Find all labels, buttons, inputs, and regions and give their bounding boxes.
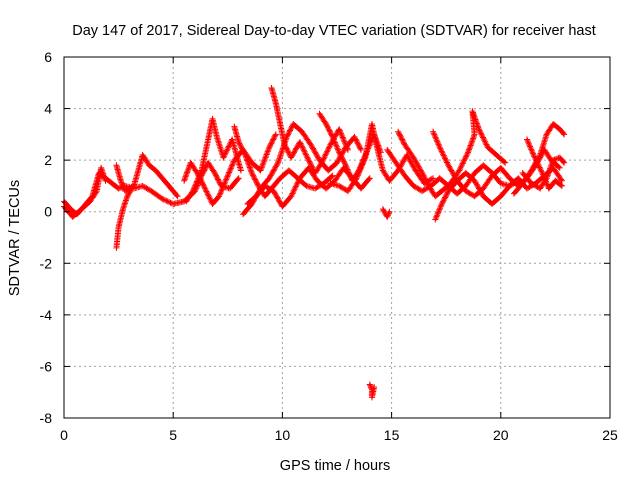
series-track-12 <box>327 121 437 195</box>
x-tick-label: 20 <box>493 427 509 443</box>
marker-trail <box>366 381 378 401</box>
y-tick-label: -2 <box>40 255 53 271</box>
x-tick-label: 15 <box>384 427 400 443</box>
x-tick-label: 10 <box>275 427 291 443</box>
x-tick-label: 0 <box>60 427 68 443</box>
series-track-13 <box>379 206 393 220</box>
marker-trail <box>379 206 393 220</box>
data-points <box>61 84 568 401</box>
series-track-16 <box>395 108 509 200</box>
grid <box>64 57 610 418</box>
y-tick-label: -4 <box>40 307 53 323</box>
series-track-4 <box>113 151 181 200</box>
series-track-6 <box>181 131 279 207</box>
series-track-14 <box>366 381 378 401</box>
x-tick-label: 25 <box>602 427 618 443</box>
series-track-19 <box>510 121 568 197</box>
marker-trail <box>113 185 135 251</box>
series-track-21 <box>524 136 565 192</box>
y-axis-label: SDTVAR / TECUs <box>7 180 23 296</box>
series-track-3 <box>113 185 135 251</box>
y-tick-label: 2 <box>44 152 52 168</box>
plot-frame <box>63 56 611 419</box>
y-tick-label: -6 <box>40 358 53 374</box>
axis-ticks: 0 5 10 15 20 25 -8 -6 -4 -2 0 2 4 6 <box>40 49 618 443</box>
chart-title: Day 147 of 2017, Sidereal Day-to-day VTE… <box>72 23 596 39</box>
x-axis-label: GPS time / hours <box>280 458 390 474</box>
y-tick-label: 0 <box>44 204 52 220</box>
marker-trail <box>113 151 181 200</box>
y-tick-label: -8 <box>40 410 53 426</box>
y-tick-label: 6 <box>44 49 52 65</box>
x-tick-label: 5 <box>169 427 177 443</box>
series-track-7 <box>231 123 336 200</box>
y-tick-label: 4 <box>44 101 52 117</box>
